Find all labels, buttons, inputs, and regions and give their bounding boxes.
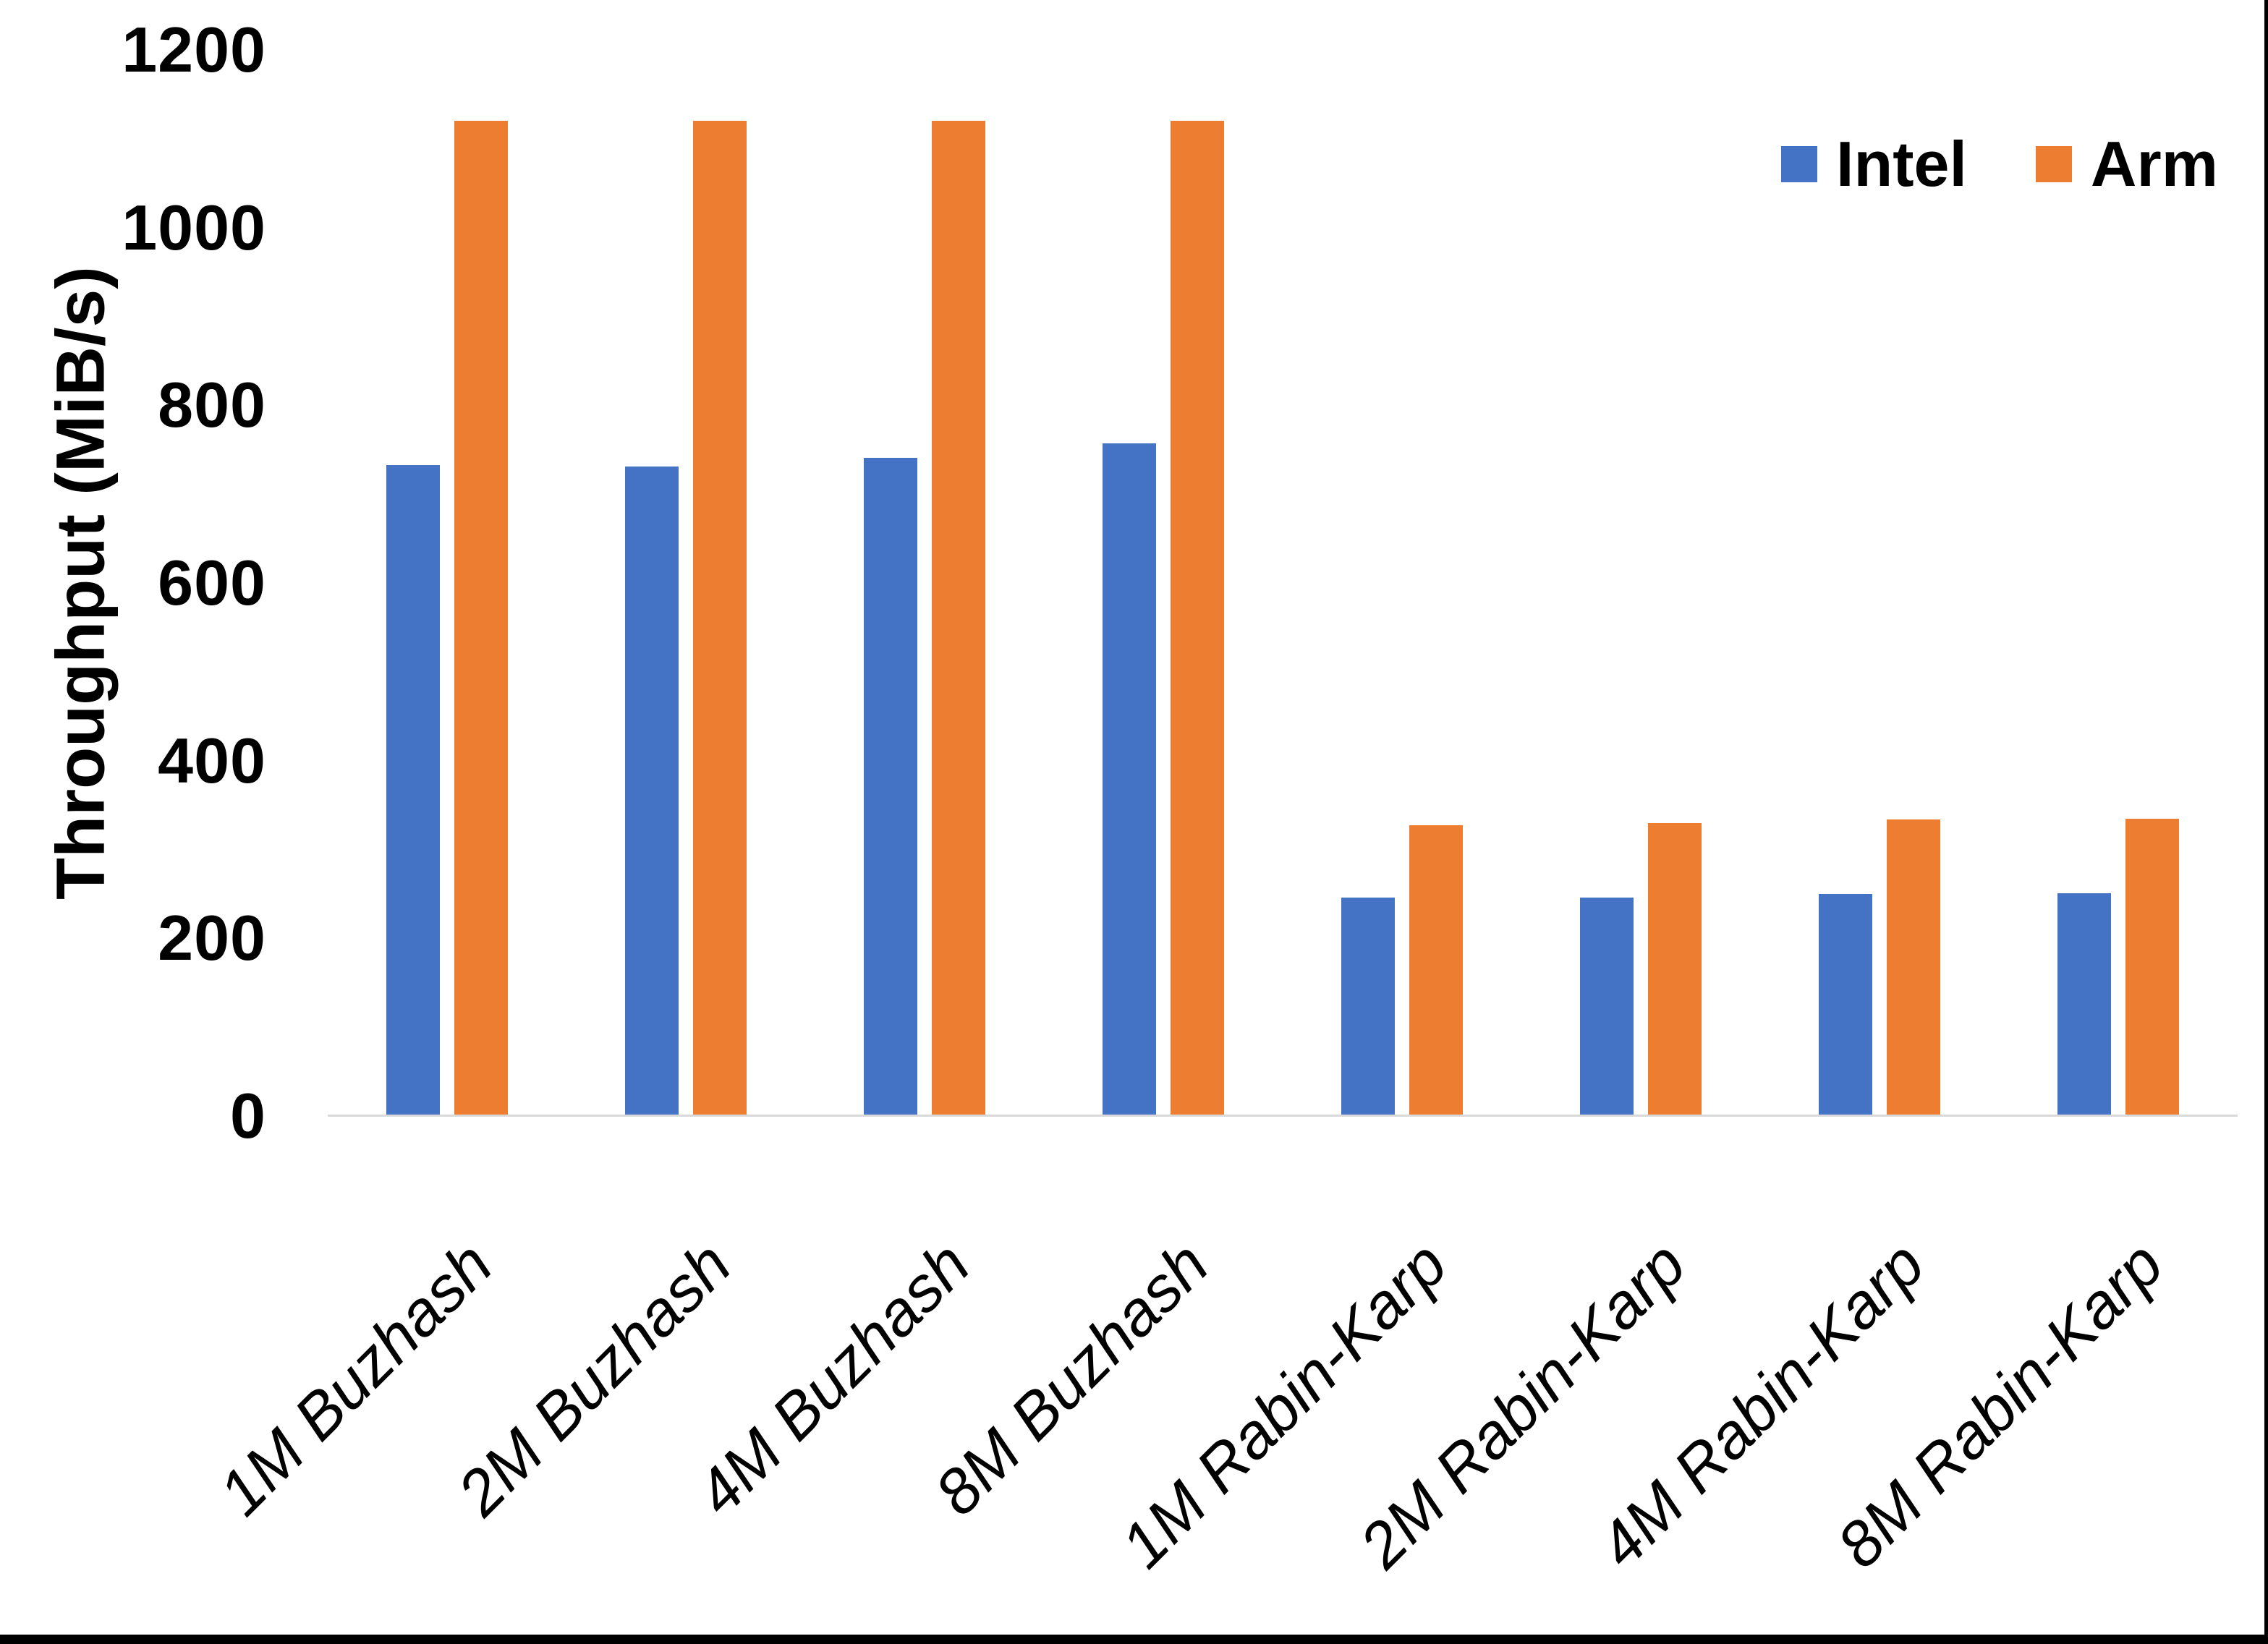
- legend-entry-arm: Arm: [2035, 128, 2218, 200]
- legend-swatch-intel: [1781, 146, 1817, 182]
- bar-intel-2: [625, 467, 679, 1116]
- category-slot: [566, 50, 805, 1116]
- bar-intel-4: [1103, 443, 1156, 1116]
- bar-intel-3: [864, 458, 917, 1116]
- category-slot: [1521, 50, 1760, 1116]
- category-slot: [805, 50, 1044, 1116]
- category-slot: [1044, 50, 1283, 1116]
- bar-intel-7: [1819, 894, 1872, 1116]
- bar-arm-2: [693, 121, 747, 1116]
- category-slot: [1283, 50, 1521, 1116]
- y-tick-label: 800: [158, 369, 266, 441]
- bar-arm-6: [1648, 823, 1702, 1116]
- legend-label: Intel: [1836, 128, 1967, 200]
- plot-area: [328, 50, 2238, 1116]
- y-tick-label: 1200: [122, 14, 266, 85]
- legend: Intel Arm: [1781, 132, 2218, 196]
- category-slot: [1999, 50, 2238, 1116]
- y-tick-label: 0: [230, 1080, 266, 1151]
- screenshot-right-border: [2264, 0, 2268, 1644]
- bar-arm-1: [454, 121, 508, 1116]
- bar-arm-3: [932, 121, 985, 1116]
- bar-intel-8: [2057, 893, 2111, 1116]
- bar-intel-1: [386, 465, 440, 1116]
- screenshot-bottom-border: [0, 1635, 2268, 1644]
- bar-arm-8: [2125, 819, 2179, 1116]
- x-axis-line: [328, 1115, 2238, 1117]
- y-tick-label: 400: [158, 724, 266, 796]
- y-tick-label: 600: [158, 547, 266, 618]
- y-tick-label: 1000: [122, 191, 266, 263]
- bar-arm-5: [1409, 825, 1463, 1116]
- bar-intel-5: [1341, 898, 1395, 1116]
- legend-swatch-arm: [2035, 146, 2072, 182]
- category-slot: [328, 50, 566, 1116]
- legend-entry-intel: Intel: [1781, 132, 1967, 196]
- bar-arm-7: [1887, 819, 1940, 1116]
- bar-arm-4: [1171, 121, 1224, 1116]
- legend-label: Arm: [2090, 128, 2218, 200]
- category-slot: [1760, 50, 1999, 1116]
- y-axis-tick-labels: 0 200 400 600 800 1000 1200: [0, 0, 266, 1644]
- y-tick-label: 200: [158, 902, 266, 974]
- bar-intel-6: [1580, 898, 1634, 1116]
